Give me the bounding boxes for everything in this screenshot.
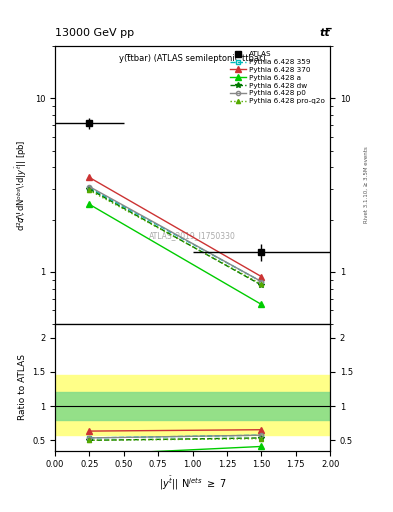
Pythia 6.428 a <box>259 301 264 307</box>
Pythia 6.428 dw <box>259 282 264 288</box>
Bar <box>55 393 330 420</box>
Text: y(t̅tbar) (ATLAS semileptonic ttbar): y(t̅tbar) (ATLAS semileptonic ttbar) <box>119 54 266 63</box>
Y-axis label: d$^2\!\sigma\!$/\!dN$^{obs}$\!d$|y^{\bar{t}}|$| [pb]: d$^2\!\sigma\!$/\!dN$^{obs}$\!d$|y^{\bar… <box>14 139 29 231</box>
Pythia 6.428 dw <box>87 186 92 192</box>
Pythia 6.428 a <box>87 201 92 207</box>
Pythia 6.428 p0 <box>87 183 92 189</box>
Line: Pythia 6.428 a: Pythia 6.428 a <box>86 202 264 307</box>
Line: Pythia 6.428 dw: Pythia 6.428 dw <box>86 186 264 288</box>
Text: Rivet 3.1.10, ≥ 3.5M events: Rivet 3.1.10, ≥ 3.5M events <box>364 147 368 224</box>
Line: Pythia 6.428 370: Pythia 6.428 370 <box>86 175 264 280</box>
Bar <box>55 375 330 435</box>
Y-axis label: Ratio to ATLAS: Ratio to ATLAS <box>18 354 27 420</box>
Legend: ATLAS, Pythia 6.428 359, Pythia 6.428 370, Pythia 6.428 a, Pythia 6.428 dw, Pyth: ATLAS, Pythia 6.428 359, Pythia 6.428 37… <box>229 50 327 106</box>
Line: Pythia 6.428 p0: Pythia 6.428 p0 <box>87 184 263 284</box>
Pythia 6.428 370 <box>259 273 264 280</box>
Line: Pythia 6.428 pro-q2o: Pythia 6.428 pro-q2o <box>87 188 263 286</box>
Pythia 6.428 pro-q2o <box>259 281 264 287</box>
Text: ATLAS_2019_I1750330: ATLAS_2019_I1750330 <box>149 231 236 240</box>
Pythia 6.428 359 <box>87 185 92 191</box>
Pythia 6.428 370 <box>87 175 92 181</box>
X-axis label: $|y^{\bar{t}}||$ N$^{jets}$ $\geq$ 7: $|y^{\bar{t}}||$ N$^{jets}$ $\geq$ 7 <box>159 475 226 492</box>
Pythia 6.428 359 <box>259 279 264 285</box>
Text: tt̅: tt̅ <box>320 28 330 38</box>
Text: 13000 GeV pp: 13000 GeV pp <box>55 28 134 38</box>
Pythia 6.428 pro-q2o <box>87 187 92 194</box>
Pythia 6.428 p0 <box>259 279 264 285</box>
Line: Pythia 6.428 359: Pythia 6.428 359 <box>87 186 263 284</box>
